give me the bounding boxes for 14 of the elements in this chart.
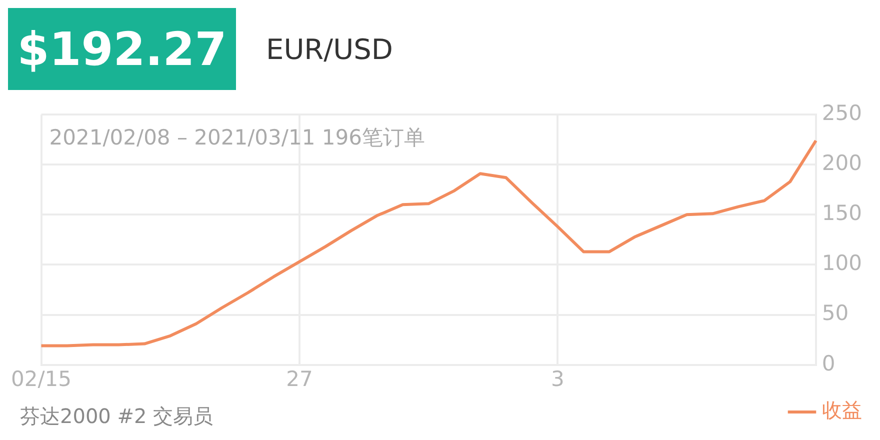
y-tick-label: 0 — [822, 351, 836, 376]
x-tick-label: 02/15 — [10, 366, 72, 391]
y-tick-label: 200 — [822, 151, 862, 176]
y-tick-label: 250 — [822, 101, 862, 126]
chart-subtitle: EUR/USD — [266, 32, 393, 66]
y-tick-label: 150 — [822, 201, 862, 226]
chart-title: $192.27 — [8, 8, 236, 90]
x-tick-label: 27 — [286, 366, 313, 391]
x-tick-label: 3 — [551, 366, 564, 391]
y-tick-label: 100 — [822, 251, 862, 276]
annotation: 2021/02/08 – 2021/03/11 196笔订单 — [49, 126, 425, 150]
y-tick-label: 50 — [822, 301, 849, 326]
legend-label: 收益 — [822, 398, 862, 422]
text: 芬达2000 #2 交易员 — [20, 404, 214, 428]
